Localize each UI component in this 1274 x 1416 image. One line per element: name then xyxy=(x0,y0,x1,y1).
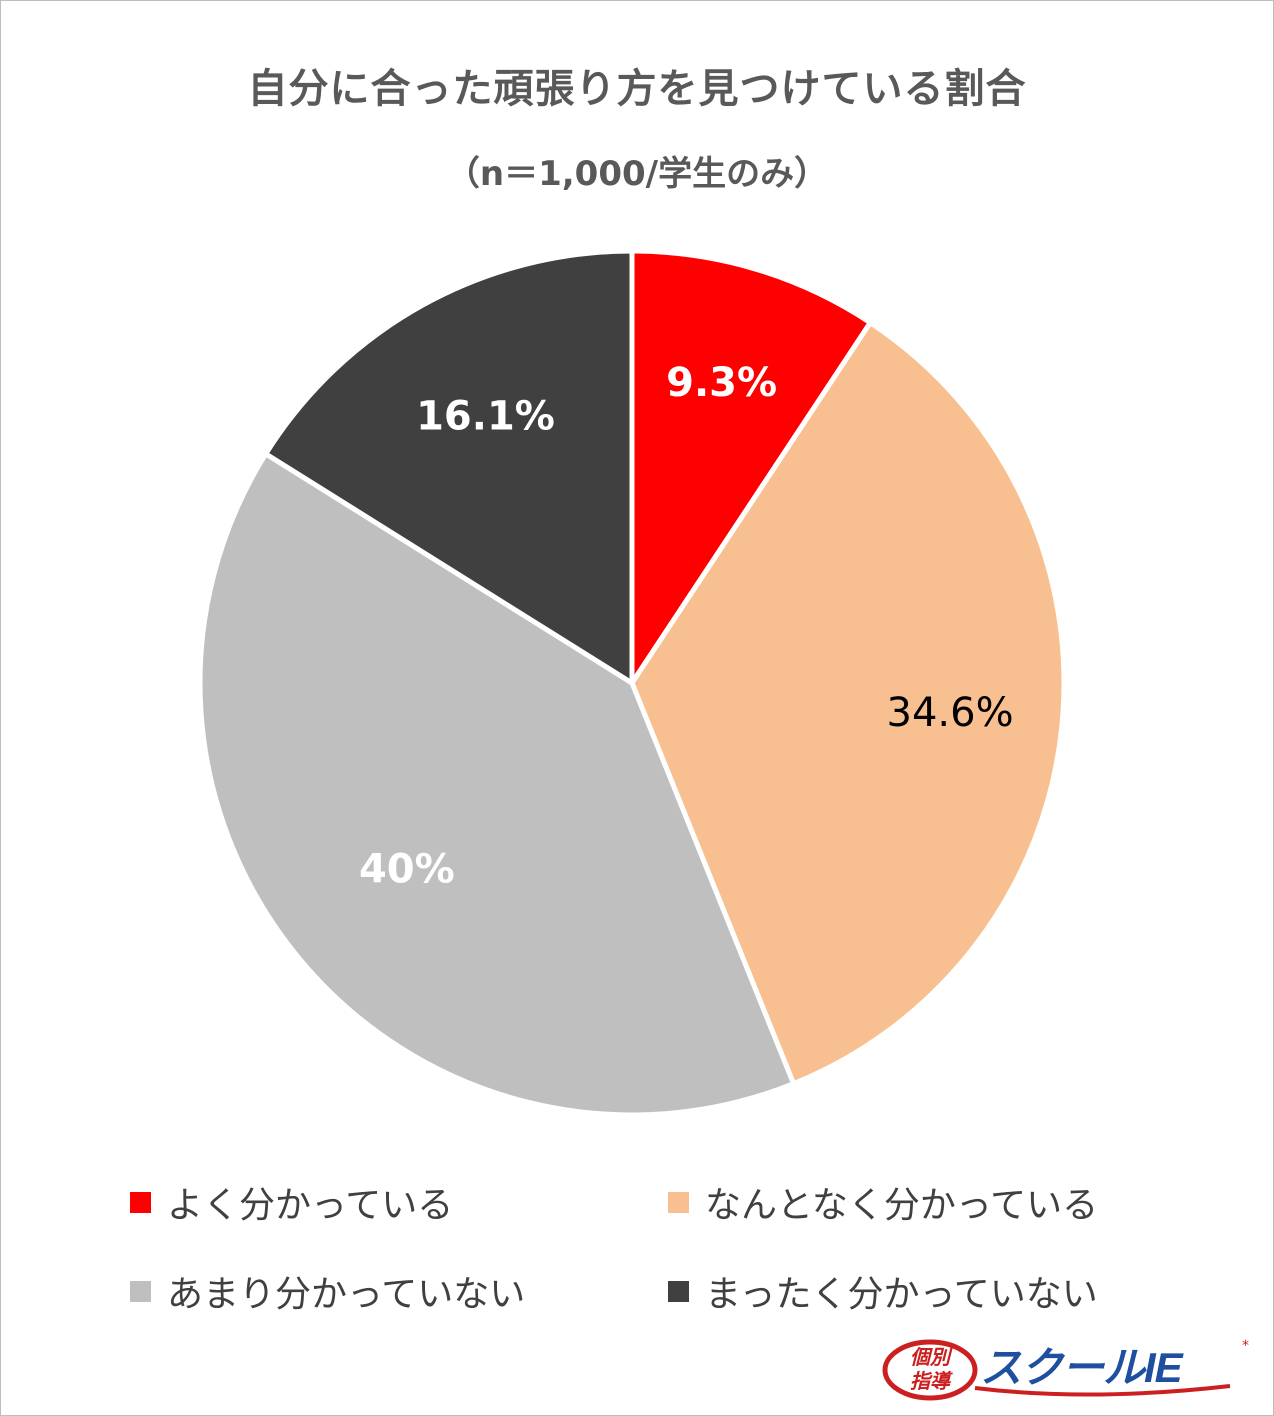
pie-data-label: 40% xyxy=(359,847,455,893)
pie-data-label: 34.6% xyxy=(887,690,1014,736)
pie-slice xyxy=(629,248,873,686)
school-ie-logo: 個別 指導 スクールIE * xyxy=(882,1338,1249,1401)
legend-swatch xyxy=(130,1191,151,1213)
legend-label: あまり分かっていない xyxy=(167,1274,526,1315)
legend-swatch xyxy=(668,1191,689,1213)
logo-swoosh xyxy=(974,1384,1231,1397)
logo-star-icon: * xyxy=(1242,1338,1249,1354)
legend-label: よく分かっている xyxy=(167,1185,454,1226)
legend-swatch xyxy=(130,1280,151,1302)
legend-item: あまり分かっていない xyxy=(130,1266,525,1316)
pie-slice xyxy=(263,248,635,686)
legend-item: なんとなく分かっている xyxy=(668,1177,1098,1227)
chart-subtitle: （n＝1,000/学生のみ） xyxy=(445,154,829,194)
logo-badge xyxy=(882,1339,978,1401)
legend-label: なんとなく分かっている xyxy=(705,1185,1099,1226)
legend-item: まったく分かっていない xyxy=(668,1266,1098,1316)
chart-title: 自分に合った頑張り方を見つけている割合 xyxy=(247,66,1027,112)
pie-data-label: 9.3% xyxy=(666,360,777,406)
logo-badge-top: 個別 xyxy=(910,1346,953,1369)
legend-item: よく分かっている xyxy=(130,1177,453,1227)
pie-slice xyxy=(197,451,797,1118)
legend-swatch xyxy=(668,1280,689,1302)
legend-label: まったく分かっていない xyxy=(705,1274,1098,1315)
logo-badge-bottom: 指導 xyxy=(910,1370,953,1393)
pie-slice xyxy=(629,320,1067,1087)
logo-brand: スクールIE xyxy=(980,1344,1185,1391)
pie-data-label: 16.1% xyxy=(416,393,555,439)
